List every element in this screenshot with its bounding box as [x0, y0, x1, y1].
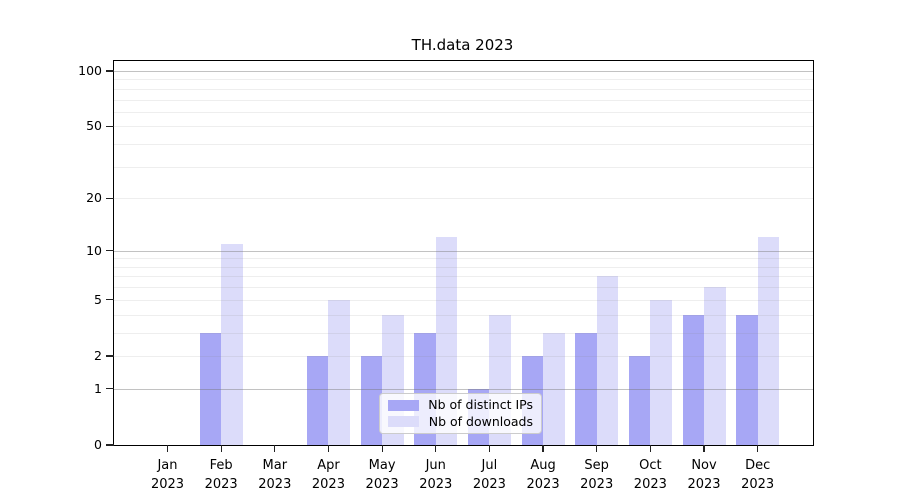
grid-line-minor	[114, 99, 813, 101]
grid-line-minor	[114, 126, 813, 128]
x-axis-tick-label: Aug 2023	[526, 458, 560, 492]
x-axis-tick	[649, 445, 651, 452]
legend-label: Nb of distinct IPs	[428, 397, 533, 412]
x-axis-tick	[327, 445, 330, 452]
y-axis-tick	[106, 70, 114, 72]
legend-swatch-distinct-ips	[388, 399, 419, 411]
x-axis-tick-label: Mar 2023	[258, 458, 292, 492]
x-axis-tick-label: Dec 2023	[741, 458, 775, 492]
y-axis-tick	[106, 197, 114, 199]
x-axis-tick	[703, 445, 705, 452]
bar-distinct-ips	[682, 314, 704, 445]
bar-distinct-ips	[360, 355, 383, 445]
bar-distinct-ips	[306, 355, 329, 445]
x-axis-tick	[757, 445, 759, 452]
bar-downloads	[328, 299, 350, 445]
x-axis-tick-label: Jan 2023	[150, 458, 185, 492]
x-axis-tick	[435, 445, 437, 452]
y-axis-tick	[106, 250, 114, 252]
bar-distinct-ips	[628, 355, 651, 445]
grid-line-minor	[114, 276, 813, 278]
x-axis-tick-label: Sep 2023	[580, 458, 614, 492]
grid-line-major	[114, 388, 813, 390]
grid-line-minor	[114, 111, 813, 113]
y-axis-tick	[106, 444, 114, 446]
grid-line-minor	[114, 79, 813, 81]
grid-line-minor	[114, 266, 813, 268]
chart-title: TH.data 2023	[411, 36, 514, 54]
legend-item: Nb of downloads	[388, 413, 533, 429]
x-axis-tick-label: Jun 2023	[419, 458, 453, 492]
bar-downloads	[757, 237, 780, 445]
x-axis-tick	[596, 445, 598, 452]
y-axis-tick-label: 20	[86, 190, 102, 206]
x-axis-tick-label: Jul 2023	[472, 458, 506, 492]
legend-label: Nb of downloads	[428, 413, 533, 429]
y-axis-tick	[106, 388, 114, 390]
legend: Nb of distinct IPs Nb of downloads	[379, 393, 542, 434]
x-axis-tick	[220, 445, 222, 452]
grid-line-major	[114, 71, 813, 72]
bar-downloads	[221, 243, 243, 445]
y-axis-tick-label: 100	[78, 62, 102, 78]
y-axis-tick-label: 0	[94, 436, 102, 452]
x-axis-tick-label: Feb 2023	[204, 458, 238, 492]
y-axis-tick-label: 2	[94, 347, 102, 363]
x-axis-tick	[166, 445, 169, 452]
bar-distinct-ips	[199, 332, 222, 445]
x-axis-tick	[381, 445, 383, 452]
y-axis-tick-label: 10	[86, 242, 102, 258]
grid-line-minor	[114, 314, 813, 316]
x-axis-tick-label: Oct 2023	[633, 458, 667, 492]
y-axis-tick	[106, 125, 114, 127]
grid-line-minor	[114, 198, 813, 200]
bar-downloads	[704, 287, 726, 445]
bar-downloads	[650, 299, 672, 445]
legend-swatch-downloads	[388, 416, 419, 428]
x-axis-tick-label: Nov 2023	[687, 458, 721, 492]
bar-downloads	[543, 332, 565, 445]
x-axis-tick	[488, 445, 490, 452]
grid-line-minor	[114, 287, 813, 289]
y-axis-tick-label: 5	[94, 291, 102, 307]
x-axis-tick	[274, 445, 276, 452]
y-axis-tick-label: 50	[86, 118, 102, 134]
grid-line-major	[114, 250, 813, 252]
y-axis-tick-label: 1	[94, 380, 102, 396]
y-axis-tick	[106, 299, 114, 301]
grid-line-minor	[114, 299, 813, 301]
y-axis-tick	[106, 355, 114, 357]
bar-downloads	[596, 276, 619, 445]
grid-line-minor	[114, 144, 813, 146]
bar-distinct-ips	[575, 332, 597, 445]
grid-line-minor	[114, 355, 813, 357]
x-axis-tick-label: May 2023	[365, 458, 399, 492]
plot-area: 0 1 2 5 10 20 50 100 Jan 2023 Feb 2023 Mar 2023 Apr…	[78, 60, 814, 492]
grid-line-minor	[114, 258, 813, 260]
bar-distinct-ips	[736, 314, 758, 445]
x-axis-tick-label: Apr 2023	[311, 458, 345, 492]
grid-line-minor	[114, 332, 813, 334]
grid-line-minor	[114, 88, 813, 90]
grid-line-minor	[114, 166, 813, 168]
legend-item: Nb of distinct IPs	[388, 397, 533, 412]
x-axis-tick	[542, 445, 544, 452]
